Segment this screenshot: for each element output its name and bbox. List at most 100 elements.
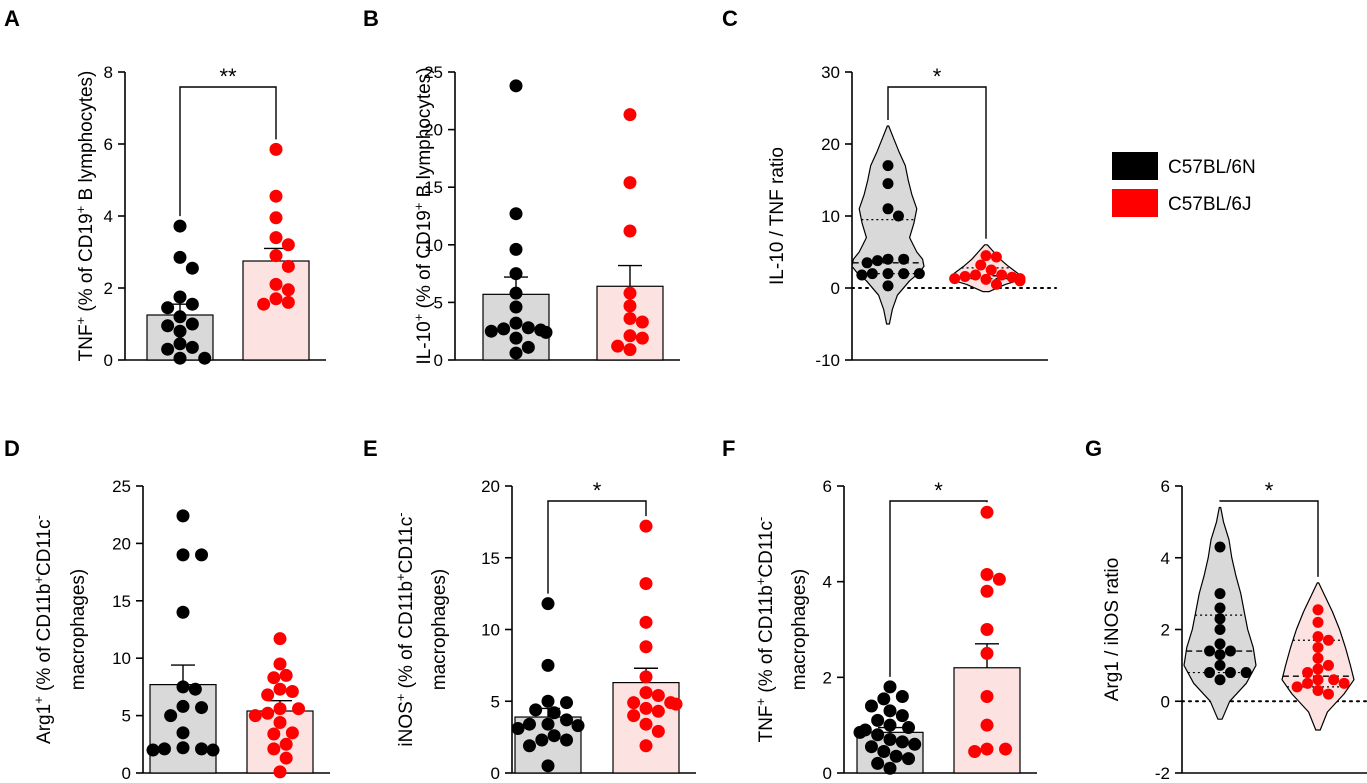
y-tick-label: 10 xyxy=(481,621,500,640)
legend-swatch-c57bl6j xyxy=(1112,189,1158,217)
data-point-c57bl6n xyxy=(185,340,199,354)
data-point-c57bl6n xyxy=(522,739,536,753)
data-point-c57bl6j xyxy=(1312,631,1324,643)
data-point-c57bl6j xyxy=(1312,604,1324,616)
data-point-c57bl6n xyxy=(509,300,523,314)
data-point-c57bl6j xyxy=(285,684,299,698)
data-point-c57bl6n xyxy=(521,321,535,335)
data-point-c57bl6n xyxy=(883,761,897,775)
data-point-c57bl6j xyxy=(269,231,283,245)
data-point-c57bl6j xyxy=(980,567,994,581)
y-axis-label-superscript: + xyxy=(753,698,768,706)
data-point-c57bl6j xyxy=(269,292,283,306)
data-point-c57bl6j xyxy=(623,329,637,343)
y-axis-label-superscript: + xyxy=(393,573,408,581)
data-point-c57bl6n xyxy=(541,717,555,731)
data-point-c57bl6j xyxy=(623,286,637,300)
y-tick-label: 20 xyxy=(112,534,131,553)
data-point-c57bl6n xyxy=(188,682,202,696)
data-point-c57bl6j xyxy=(980,623,994,636)
data-point-c57bl6n xyxy=(877,692,891,706)
data-point-c57bl6j xyxy=(281,283,295,297)
y-tick-label: 30 xyxy=(821,63,840,82)
data-point-c57bl6j xyxy=(968,744,982,758)
data-point-c57bl6n xyxy=(176,699,190,713)
y-tick-label: 25 xyxy=(112,477,131,496)
y-tick-label: 6 xyxy=(1161,477,1170,496)
data-point-c57bl6j xyxy=(639,640,653,654)
significance-marker: ** xyxy=(219,64,237,89)
data-point-c57bl6n xyxy=(509,79,523,93)
data-point-c57bl6j xyxy=(1312,674,1324,686)
data-point-c57bl6j xyxy=(980,742,994,756)
data-point-c57bl6n xyxy=(509,331,523,345)
data-point-c57bl6n xyxy=(529,703,543,717)
y-axis-label-text: iNOS xyxy=(396,701,417,746)
data-point-c57bl6n xyxy=(176,605,190,619)
data-point-c57bl6j xyxy=(669,697,683,711)
significance-marker: * xyxy=(593,478,602,503)
data-point-c57bl6j xyxy=(273,682,287,696)
y-tick-label: 0 xyxy=(122,764,131,783)
data-point-c57bl6n xyxy=(882,203,894,215)
data-point-c57bl6j xyxy=(273,632,287,646)
y-tick-label: 15 xyxy=(112,592,131,611)
y-tick-label: 5 xyxy=(122,707,131,726)
data-point-c57bl6n xyxy=(872,255,884,267)
bar-c57bl6j xyxy=(953,667,1021,774)
data-point-c57bl6n xyxy=(521,340,535,354)
y-axis-label-superscript: + xyxy=(73,206,88,214)
data-point-c57bl6n xyxy=(902,721,916,735)
data-point-c57bl6n xyxy=(1214,541,1226,553)
data-point-c57bl6j xyxy=(635,315,649,329)
y-tick-label: 10 xyxy=(821,207,840,226)
y-axis-label: Arg1 / iNOS ratio xyxy=(1102,558,1123,702)
data-point-c57bl6n xyxy=(871,756,885,770)
data-point-c57bl6j xyxy=(980,505,994,519)
data-point-c57bl6j xyxy=(639,717,653,731)
data-point-c57bl6j xyxy=(273,657,287,671)
data-point-c57bl6n xyxy=(173,324,187,338)
data-point-c57bl6j xyxy=(990,251,1002,263)
y-axis-label: IL-10 / TNF ratio xyxy=(767,147,788,285)
significance-marker: * xyxy=(934,478,943,503)
data-point-c57bl6j xyxy=(639,577,653,591)
data-point-c57bl6n xyxy=(161,319,175,333)
data-point-c57bl6j xyxy=(285,726,299,740)
data-point-c57bl6n xyxy=(161,342,175,356)
data-point-c57bl6j xyxy=(980,718,994,732)
data-point-c57bl6j xyxy=(1312,641,1324,653)
data-point-c57bl6n xyxy=(1224,645,1236,657)
significance-bracket xyxy=(179,86,277,217)
data-point-c57bl6j xyxy=(273,715,287,729)
data-point-c57bl6j xyxy=(975,259,987,271)
data-point-c57bl6n xyxy=(176,509,190,523)
data-point-c57bl6n xyxy=(547,729,561,743)
data-point-c57bl6j xyxy=(267,727,281,741)
legend: C57BL/6N C57BL/6J xyxy=(1112,152,1256,217)
y-axis-label-text: Arg1 xyxy=(34,704,55,744)
data-point-c57bl6n xyxy=(541,694,555,708)
data-point-c57bl6n xyxy=(173,250,187,264)
data-point-c57bl6n xyxy=(164,709,178,723)
data-point-c57bl6n xyxy=(883,680,897,694)
y-tick-label: 6 xyxy=(823,477,832,496)
data-point-c57bl6n xyxy=(898,268,910,280)
data-point-c57bl6j xyxy=(980,646,994,660)
data-point-c57bl6j xyxy=(267,671,281,685)
data-point-c57bl6n xyxy=(1214,674,1226,686)
data-point-c57bl6j xyxy=(635,331,649,345)
data-point-c57bl6j xyxy=(980,584,994,598)
data-point-c57bl6j xyxy=(279,737,293,751)
data-point-c57bl6n xyxy=(571,719,585,733)
y-tick-label: 0 xyxy=(434,351,443,370)
y-axis-label-superscript: + xyxy=(31,576,46,584)
y-axis-label: iNOS+ (% of CD11b+CD11c- xyxy=(393,512,418,746)
y-axis-label-text: Arg1 / iNOS ratio xyxy=(1102,558,1123,702)
data-point-c57bl6n xyxy=(185,297,199,311)
data-point-c57bl6n xyxy=(898,253,910,265)
y-axis-label: Arg1+ (% of CD11b+CD11c- xyxy=(31,515,56,744)
y-tick-label: 20 xyxy=(424,121,443,140)
